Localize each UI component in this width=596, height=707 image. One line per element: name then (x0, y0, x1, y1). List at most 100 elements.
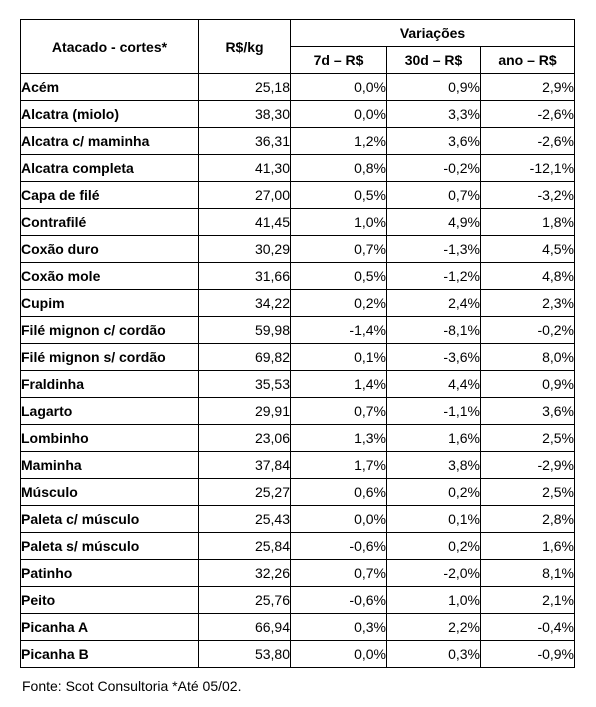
table-row: Alcatra completa 41,30 0,8% -0,2% -12,1% (20, 154, 576, 182)
cell-var-year: 2,8% (479, 505, 576, 533)
cell-var-30d: 3,3% (386, 100, 481, 128)
table-row: Contrafilé 41,45 1,0% 4,9% 1,8% (20, 208, 576, 236)
table-body: Acém 25,18 0,0% 0,9% 2,9% Alcatra (miolo) 38,3… (20, 73, 576, 668)
cell-var-7d: 0,0% (290, 640, 387, 668)
cell-cut: Paleta s/ músculo (20, 532, 199, 560)
cell-var-30d: 0,1% (386, 505, 481, 533)
cell-cut: Lagarto (20, 397, 199, 425)
cell-var-7d: 0,1% (290, 343, 387, 371)
cell-var-year: -2,9% (479, 451, 576, 479)
cell-cut: Lombinho (20, 424, 199, 452)
cell-var-30d: -8,1% (386, 316, 481, 344)
cell-price: 37,84 (198, 451, 291, 479)
cell-cut: Alcatra (miolo) (20, 100, 199, 128)
table-row: Peito 25,76 -0,6% 1,0% 2,1% (20, 586, 576, 614)
table-row: Patinho 32,26 0,7% -2,0% 8,1% (20, 559, 576, 587)
cell-var-30d: 3,6% (386, 127, 481, 155)
cell-cut: Peito (20, 586, 199, 614)
cell-var-year: -0,2% (479, 316, 576, 344)
header-var-7d: 7d – R$ (290, 46, 387, 74)
header-cut: Atacado - cortes* (20, 19, 199, 74)
cell-cut: Alcatra completa (20, 154, 199, 182)
cell-cut: Filé mignon s/ cordão (20, 343, 199, 371)
cell-var-year: 2,3% (479, 289, 576, 317)
cell-var-year: -0,4% (479, 613, 576, 641)
cell-var-30d: 0,7% (386, 181, 481, 209)
cell-var-year: 0,9% (479, 370, 576, 398)
cell-var-30d: -1,3% (386, 235, 481, 263)
table-row: Filé mignon c/ cordão 59,98 -1,4% -8,1% -0,2… (20, 316, 576, 344)
cell-var-year: -3,2% (479, 181, 576, 209)
cell-price: 31,66 (198, 262, 291, 290)
cell-var-7d: 1,4% (290, 370, 387, 398)
cell-price: 25,76 (198, 586, 291, 614)
cell-var-30d: -1,1% (386, 397, 481, 425)
cell-var-7d: 0,7% (290, 397, 387, 425)
cell-var-year: 2,1% (479, 586, 576, 614)
cell-price: 25,18 (198, 73, 291, 101)
table-row: Lombinho 23,06 1,3% 1,6% 2,5% (20, 424, 576, 452)
cell-var-year: 4,5% (479, 235, 576, 263)
cell-price: 35,53 (198, 370, 291, 398)
cell-cut: Fraldinha (20, 370, 199, 398)
cell-var-7d: 0,0% (290, 73, 387, 101)
cell-price: 23,06 (198, 424, 291, 452)
cell-var-30d: -1,2% (386, 262, 481, 290)
table-row: Capa de filé 27,00 0,5% 0,7% -3,2% (20, 181, 576, 209)
cell-var-30d: 0,2% (386, 478, 481, 506)
cell-var-30d: 0,9% (386, 73, 481, 101)
cell-var-year: 3,6% (479, 397, 576, 425)
cell-cut: Paleta c/ músculo (20, 505, 199, 533)
cell-var-year: 4,8% (479, 262, 576, 290)
cell-var-7d: 1,2% (290, 127, 387, 155)
cell-price: 30,29 (198, 235, 291, 263)
cell-cut: Patinho (20, 559, 199, 587)
table-row: Picanha B 53,80 0,0% 0,3% -0,9% (20, 640, 576, 668)
cell-var-30d: 2,4% (386, 289, 481, 317)
cell-var-7d: -1,4% (290, 316, 387, 344)
cell-var-30d: 1,0% (386, 586, 481, 614)
cell-cut: Alcatra c/ maminha (20, 127, 199, 155)
cell-var-7d: 0,0% (290, 505, 387, 533)
header-price: R$/kg (198, 19, 291, 74)
cell-var-30d: 3,8% (386, 451, 481, 479)
table-header: Atacado - cortes* R$/kg Variações 7d – R… (20, 19, 576, 74)
cell-price: 34,22 (198, 289, 291, 317)
cell-cut: Músculo (20, 478, 199, 506)
cell-price: 66,94 (198, 613, 291, 641)
cell-var-7d: 0,3% (290, 613, 387, 641)
cell-price: 29,91 (198, 397, 291, 425)
cell-price: 38,30 (198, 100, 291, 128)
cell-cut: Filé mignon c/ cordão (20, 316, 199, 344)
cell-var-year: -2,6% (479, 100, 576, 128)
cell-cut: Cupim (20, 289, 199, 317)
cell-var-30d: 0,2% (386, 532, 481, 560)
cell-var-30d: 2,2% (386, 613, 481, 641)
cell-price: 27,00 (198, 181, 291, 209)
cell-var-year: -2,6% (479, 127, 576, 155)
cell-var-7d: 0,7% (290, 235, 387, 263)
table-row: Paleta c/ músculo 25,43 0,0% 0,1% 2,8% (20, 505, 576, 533)
cell-var-30d: 4,9% (386, 208, 481, 236)
cell-var-30d: -3,6% (386, 343, 481, 371)
table-row: Maminha 37,84 1,7% 3,8% -2,9% (20, 451, 576, 479)
cell-var-7d: 0,5% (290, 262, 387, 290)
table-row: Cupim 34,22 0,2% 2,4% 2,3% (20, 289, 576, 317)
cell-var-7d: 1,0% (290, 208, 387, 236)
cell-var-30d: 4,4% (386, 370, 481, 398)
header-variations: Variações (289, 19, 576, 47)
table-row: Coxão duro 30,29 0,7% -1,3% 4,5% (20, 235, 576, 263)
source-note: Fonte: Scot Consultoria *Até 05/02. (22, 678, 242, 694)
cell-price: 53,80 (198, 640, 291, 668)
table-row: Lagarto 29,91 0,7% -1,1% 3,6% (20, 397, 576, 425)
price-table: Atacado - cortes* R$/kg Variações 7d – R… (20, 19, 576, 668)
cell-var-7d: 0,8% (290, 154, 387, 182)
cell-var-7d: 0,7% (290, 559, 387, 587)
cell-var-30d: 1,6% (386, 424, 481, 452)
cell-price: 41,45 (198, 208, 291, 236)
cell-price: 59,98 (198, 316, 291, 344)
cell-price: 41,30 (198, 154, 291, 182)
cell-var-7d: 1,3% (290, 424, 387, 452)
cell-var-7d: 1,7% (290, 451, 387, 479)
cell-cut: Coxão duro (20, 235, 199, 263)
